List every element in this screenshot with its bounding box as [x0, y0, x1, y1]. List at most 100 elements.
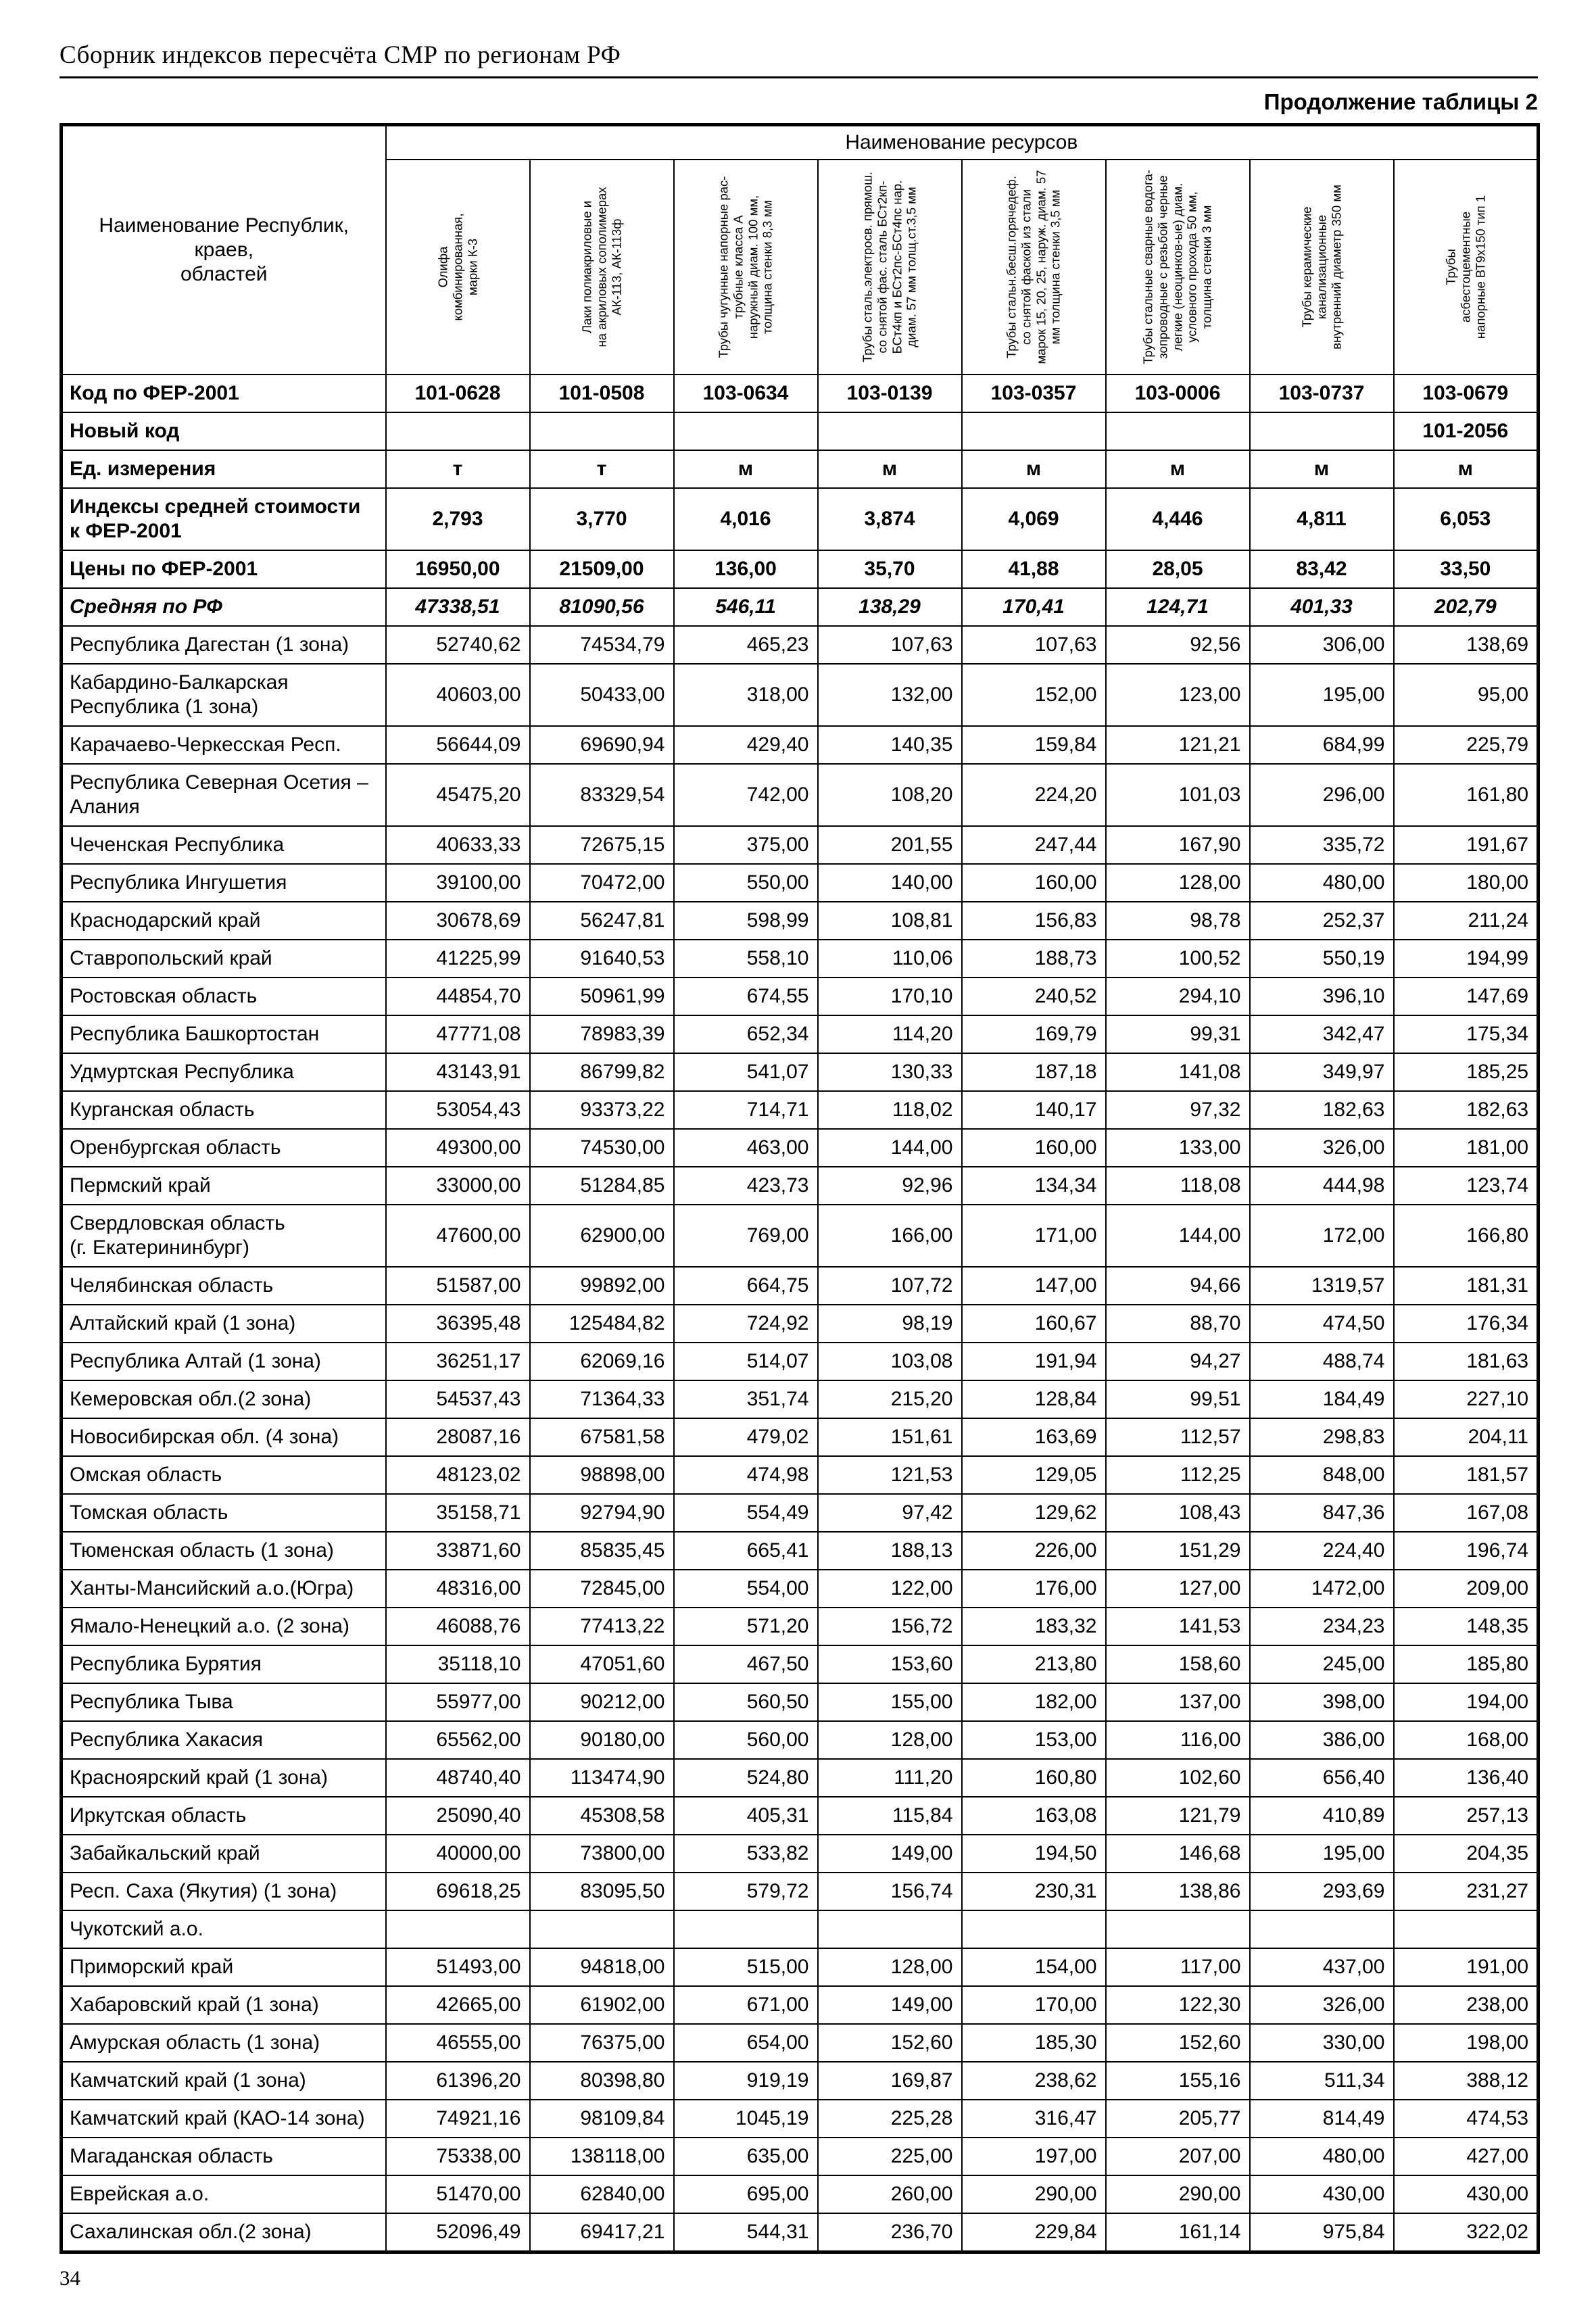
- value-cell: [1393, 1910, 1539, 1949]
- value-cell: 74921,16: [385, 2099, 531, 2138]
- value-cell: 33000,00: [385, 1166, 531, 1205]
- table-continuation-label: Продолжение таблицы 2: [1263, 89, 1538, 114]
- region-row-label: Курганская область: [60, 1090, 387, 1130]
- value-cell: 247,44: [961, 825, 1107, 865]
- value-cell: 114,20: [817, 1015, 963, 1054]
- meta-row-label: Цены по ФЕР-2001: [60, 550, 387, 589]
- value-cell: 388,12: [1393, 2061, 1539, 2100]
- value-cell: 156,72: [817, 1607, 963, 1646]
- value-cell: 167,90: [1105, 825, 1251, 865]
- value-cell: 48123,02: [385, 1455, 531, 1495]
- value-cell: 245,00: [1249, 1645, 1395, 1684]
- value-cell: 124,71: [1105, 587, 1251, 627]
- value-cell: 467,50: [673, 1645, 819, 1684]
- value-cell: 97,32: [1105, 1090, 1251, 1130]
- value-cell: 191,00: [1393, 1948, 1539, 1987]
- value-cell: 3,770: [529, 487, 675, 551]
- region-row-label: Кемеровская обл.(2 зона): [60, 1380, 387, 1419]
- value-cell: 117,00: [1105, 1948, 1251, 1987]
- value-cell: 196,74: [1393, 1531, 1539, 1570]
- value-cell: 181,31: [1393, 1266, 1539, 1305]
- value-cell: 182,00: [961, 1683, 1107, 1722]
- value-cell: 524,80: [673, 1758, 819, 1798]
- value-cell: 398,00: [1249, 1683, 1395, 1722]
- value-cell: 123,00: [1105, 663, 1251, 727]
- value-cell: 152,00: [961, 663, 1107, 727]
- region-row: Республика Северная Осетия – Алания 45475…: [60, 763, 1539, 827]
- value-cell: 108,20: [817, 763, 963, 827]
- value-cell: 204,35: [1393, 1834, 1539, 1873]
- value-cell: 188,13: [817, 1531, 963, 1570]
- resource-column-header-text: Лаки полиакриловые и на акриловых сополи…: [579, 187, 623, 347]
- value-cell: 48316,00: [385, 1569, 531, 1608]
- region-row-label: Омская область: [60, 1455, 387, 1495]
- value-cell: 231,27: [1393, 1872, 1539, 1911]
- value-cell: 136,00: [673, 550, 819, 589]
- region-row: Карачаево-Черкесская Респ. 56644,09 69690,…: [60, 725, 1539, 765]
- value-cell: 136,40: [1393, 1758, 1539, 1798]
- value-cell: 154,00: [961, 1948, 1107, 1987]
- value-cell: 386,00: [1249, 1720, 1395, 1760]
- value-cell: 103-0634: [673, 374, 819, 413]
- value-cell: 1319,57: [1249, 1266, 1395, 1305]
- value-cell: 122,00: [817, 1569, 963, 1608]
- meta-row-label: Код по ФЕР-2001: [60, 374, 387, 413]
- value-cell: 128,00: [817, 1948, 963, 1987]
- value-cell: 65562,00: [385, 1720, 531, 1760]
- region-row-label: Республика Ингушетия: [60, 863, 387, 902]
- value-cell: 100,52: [1105, 939, 1251, 978]
- value-cell: 234,23: [1249, 1607, 1395, 1646]
- value-cell: 55977,00: [385, 1683, 531, 1722]
- value-cell: 95,00: [1393, 663, 1539, 727]
- region-row: Ставропольский край 41225,99 91640,53 558,1…: [60, 939, 1539, 978]
- value-cell: 99,51: [1105, 1380, 1251, 1419]
- value-cell: 479,02: [673, 1418, 819, 1457]
- value-cell: 169,79: [961, 1015, 1107, 1054]
- value-cell: 50433,00: [529, 663, 675, 727]
- value-cell: 207,00: [1105, 2137, 1251, 2176]
- value-cell: 429,40: [673, 725, 819, 765]
- value-cell: 225,28: [817, 2099, 963, 2138]
- value-cell: 83095,50: [529, 1872, 675, 1911]
- resource-column-header: Лаки полиакриловые и на акриловых сополи…: [529, 159, 675, 375]
- value-cell: 444,98: [1249, 1166, 1395, 1205]
- region-row: Ростовская область 44854,70 50961,99 674,55…: [60, 977, 1539, 1016]
- value-cell: 1045,19: [673, 2099, 819, 2138]
- value-cell: 93373,22: [529, 1090, 675, 1130]
- value-cell: 153,60: [817, 1645, 963, 1684]
- value-cell: 182,63: [1249, 1090, 1395, 1130]
- region-row-label: Чеченская Республика: [60, 825, 387, 865]
- value-cell: 488,74: [1249, 1342, 1395, 1381]
- value-cell: 430,00: [1393, 2175, 1539, 2214]
- region-row-label: Респ. Саха (Якутия) (1 зона): [60, 1872, 387, 1911]
- value-cell: 94,27: [1105, 1342, 1251, 1381]
- value-cell: 107,72: [817, 1266, 963, 1305]
- value-cell: 127,00: [1105, 1569, 1251, 1608]
- value-cell: [673, 412, 819, 451]
- region-row-label: Республика Алтай (1 зона): [60, 1342, 387, 1381]
- value-cell: 140,17: [961, 1090, 1107, 1130]
- value-cell: 103-0357: [961, 374, 1107, 413]
- region-column-header: Наименование Республик, краев, областей: [60, 124, 387, 375]
- value-cell: 129,05: [961, 1455, 1107, 1495]
- value-cell: 103-0737: [1249, 374, 1395, 413]
- value-cell: 195,00: [1249, 1834, 1395, 1873]
- value-cell: м: [817, 450, 963, 489]
- region-row-label: Приморский край: [60, 1948, 387, 1987]
- meta-row-label: Средняя по РФ: [60, 587, 387, 627]
- value-cell: 40000,00: [385, 1834, 531, 1873]
- value-cell: 78983,39: [529, 1015, 675, 1054]
- value-cell: 62900,00: [529, 1204, 675, 1268]
- value-cell: 554,00: [673, 1569, 819, 1608]
- value-cell: 6,053: [1393, 487, 1539, 551]
- region-row: Камчатский край (КАО-14 зона) 74921,16 981…: [60, 2099, 1539, 2138]
- value-cell: 571,20: [673, 1607, 819, 1646]
- value-cell: 252,37: [1249, 901, 1395, 940]
- value-cell: 176,34: [1393, 1304, 1539, 1343]
- value-cell: 91640,53: [529, 939, 675, 978]
- value-cell: 541,07: [673, 1053, 819, 1092]
- value-cell: 121,53: [817, 1455, 963, 1495]
- value-cell: 118,08: [1105, 1166, 1251, 1205]
- region-row: Иркутская область 25090,40 45308,58 405,31 1…: [60, 1796, 1539, 1835]
- value-cell: 101-2056: [1393, 412, 1539, 451]
